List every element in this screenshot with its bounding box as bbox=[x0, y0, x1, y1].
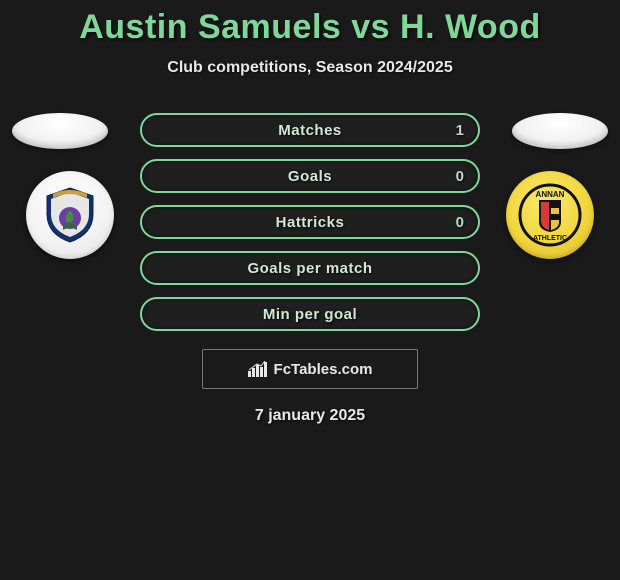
club-crest-right-icon: ANNAN ATHLETIC bbox=[515, 180, 585, 250]
stat-row-matches: Matches 1 bbox=[140, 113, 480, 147]
club-crest-left-icon bbox=[39, 184, 101, 246]
stat-label: Matches bbox=[278, 122, 342, 139]
stats-list: Matches 1 Goals 0 Hattricks 0 Goals per … bbox=[140, 113, 480, 331]
stat-row-min-per-goal: Min per goal bbox=[140, 297, 480, 331]
svg-text:ATHLETIC: ATHLETIC bbox=[533, 235, 567, 242]
player-right-avatar-placeholder bbox=[512, 113, 608, 149]
stat-label: Goals bbox=[288, 168, 332, 185]
branding-box: FcTables.com bbox=[202, 349, 418, 389]
page-title: Austin Samuels vs H. Wood bbox=[0, 8, 620, 47]
stat-right-value: 0 bbox=[456, 214, 464, 231]
svg-text:ANNAN: ANNAN bbox=[536, 190, 565, 199]
page-subtitle: Club competitions, Season 2024/2025 bbox=[0, 59, 620, 77]
stat-row-goals: Goals 0 bbox=[140, 159, 480, 193]
root-container: Austin Samuels vs H. Wood Club competiti… bbox=[0, 0, 620, 425]
stat-row-goals-per-match: Goals per match bbox=[140, 251, 480, 285]
club-badge-left bbox=[26, 171, 114, 259]
stat-row-hattricks: Hattricks 0 bbox=[140, 205, 480, 239]
stat-label: Hattricks bbox=[276, 214, 345, 231]
stat-label: Min per goal bbox=[263, 306, 357, 323]
stat-right-value: 1 bbox=[456, 122, 464, 139]
stat-right-value: 0 bbox=[456, 168, 464, 185]
comparison-area: ANNAN ATHLETIC Matches 1 Goals 0 bbox=[0, 113, 620, 425]
branding-text: FcTables.com bbox=[274, 361, 373, 378]
footer-date: 7 january 2025 bbox=[0, 407, 620, 425]
bar-chart-icon bbox=[248, 361, 268, 377]
club-badge-right: ANNAN ATHLETIC bbox=[506, 171, 594, 259]
player-left-avatar-placeholder bbox=[12, 113, 108, 149]
stat-label: Goals per match bbox=[247, 260, 372, 277]
